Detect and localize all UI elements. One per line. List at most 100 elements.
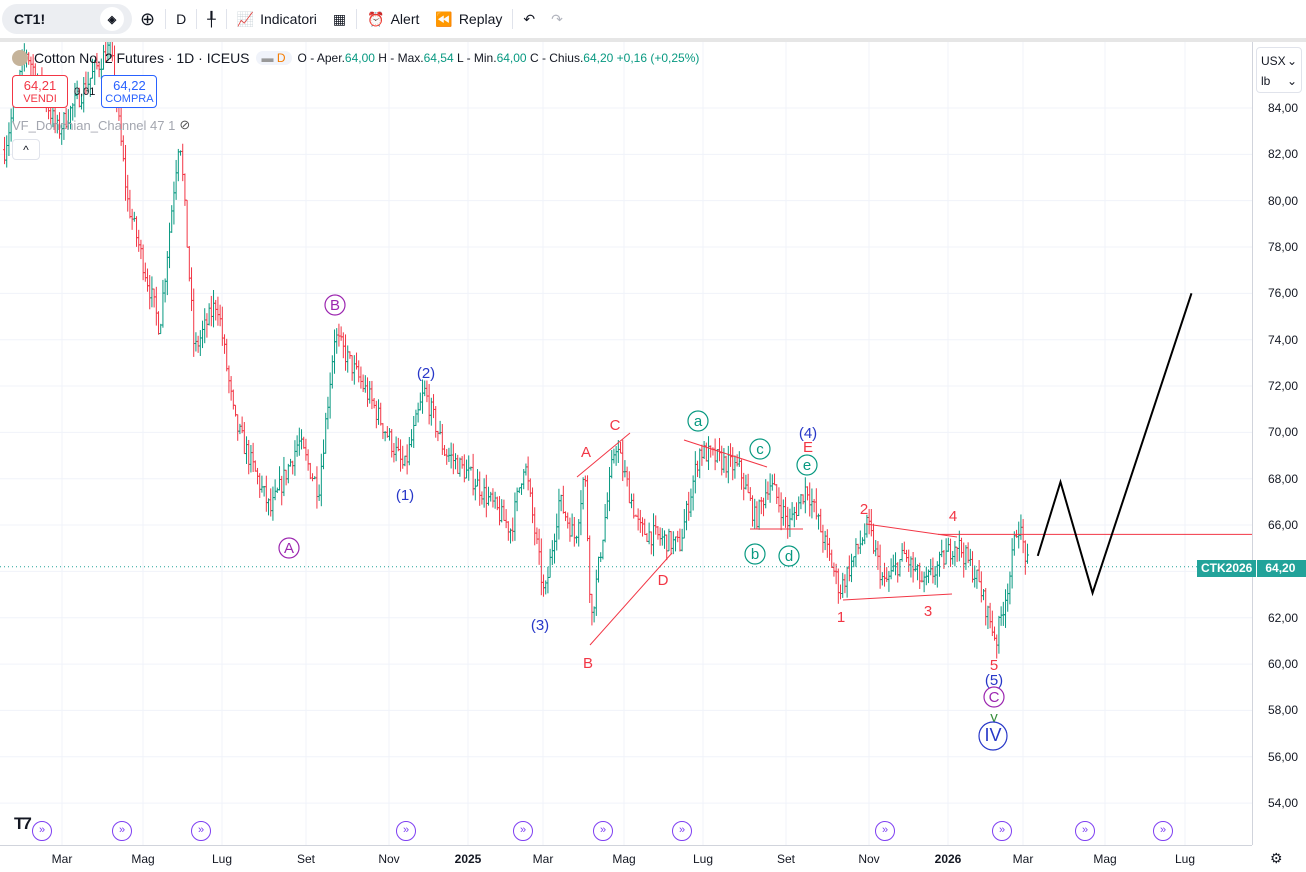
ohlc-bar xyxy=(517,487,521,494)
ohlc-bar xyxy=(271,486,275,521)
price-tick-label: 56,00 xyxy=(1267,749,1298,764)
eye-off-icon[interactable]: ⊘ xyxy=(179,117,191,132)
chevron-down-icon: ⌄ xyxy=(1286,54,1297,68)
event-marker-icon[interactable]: » xyxy=(112,821,132,841)
ohlc-bar xyxy=(889,558,893,580)
wave-label[interactable]: y xyxy=(990,709,998,726)
redo-button[interactable]: ↷ xyxy=(543,4,571,34)
wave-label[interactable]: 4 xyxy=(949,508,957,525)
tradingview-logo[interactable]: T7 xyxy=(14,814,32,833)
ohlc-bar xyxy=(603,503,607,543)
wave-label[interactable]: (1) xyxy=(396,487,414,504)
wave-label[interactable]: (4) xyxy=(799,425,817,442)
ohlc-bar xyxy=(665,534,669,561)
ohlc-bar xyxy=(1026,543,1030,564)
wave-label[interactable]: e xyxy=(796,454,818,476)
trendline-drawing[interactable] xyxy=(576,432,631,478)
time-axis[interactable]: Mar Mag Lug Set Nov 2025 Mar Mag Lug Set Nov 2026 Ma… xyxy=(0,845,1283,872)
templates-button[interactable]: ▦ xyxy=(325,4,354,34)
event-marker-icon[interactable]: » xyxy=(396,821,416,841)
event-marker-icon[interactable]: » xyxy=(672,821,692,841)
projection-path[interactable] xyxy=(1036,293,1193,597)
wave-label[interactable]: d xyxy=(778,545,800,567)
ohlc-bar xyxy=(777,487,781,513)
event-marker-icon[interactable]: » xyxy=(875,821,895,841)
ohlc-bar xyxy=(511,517,515,542)
undo-button[interactable]: ↶ xyxy=(515,4,543,34)
wave-label[interactable]: A xyxy=(278,537,300,559)
compare-button[interactable]: ⊕ xyxy=(132,4,163,34)
ohlc-bar xyxy=(535,527,539,545)
ohlc-bar xyxy=(546,566,550,594)
currency-select[interactable]: USX ⌄ xyxy=(1261,51,1297,71)
wave-label[interactable]: C xyxy=(610,417,621,434)
ohlc-bar xyxy=(553,533,557,564)
ohlc-bar xyxy=(781,499,785,526)
trendline-drawing[interactable] xyxy=(865,523,958,538)
trendline-drawing[interactable] xyxy=(589,552,673,646)
wave-label[interactable]: 5 xyxy=(990,657,998,674)
buy-button[interactable]: 64,22 COMPRA xyxy=(101,75,158,108)
svg-text:D: D xyxy=(658,572,669,589)
event-marker-icon[interactable]: » xyxy=(1075,821,1095,841)
ohlc-bar xyxy=(289,458,293,467)
wave-label[interactable]: b xyxy=(744,543,766,565)
chart-type-button[interactable]: ╀ xyxy=(199,4,223,34)
ohlc-bar xyxy=(718,437,722,462)
wave-label[interactable]: B xyxy=(324,294,346,316)
wave-label[interactable]: a xyxy=(687,410,709,432)
event-marker-icon[interactable]: » xyxy=(1153,821,1173,841)
wave-label[interactable]: 3 xyxy=(924,603,932,620)
ohlc-bar xyxy=(445,448,449,465)
wave-label[interactable]: (3) xyxy=(531,617,549,634)
price-axis[interactable]: USX ⌄ lb ⌄ 84,00 82,00 80,00 78,00 76,00 74,00 7… xyxy=(1252,42,1306,845)
legend-title[interactable]: Cotton No. 2 Futures · 1D · ICEUS xyxy=(34,50,250,66)
wave-label[interactable]: C xyxy=(983,686,1005,708)
event-marker-icon[interactable]: » xyxy=(191,821,211,841)
event-marker-icon[interactable]: » xyxy=(593,821,613,841)
ohlc-bar xyxy=(322,439,326,470)
unit-select[interactable]: lb ⌄ xyxy=(1261,71,1297,91)
sell-button[interactable]: 64,21 VENDI xyxy=(12,75,68,108)
indicators-label: Indicatori xyxy=(260,11,317,27)
settings-gear-icon[interactable]: ⚙ xyxy=(1270,850,1283,866)
ohlc-bar xyxy=(949,538,953,567)
ohlc-bar xyxy=(614,446,618,466)
wave-label[interactable]: (5) xyxy=(985,672,1003,689)
ohlc-bar xyxy=(726,445,730,484)
ohlc-bar xyxy=(172,181,176,225)
diamond-icon[interactable]: ◈ xyxy=(100,7,124,31)
indicator-legend[interactable]: VF_Donchian_Channel 47 1 ⊘ xyxy=(12,117,190,133)
trendline-drawing[interactable] xyxy=(683,439,768,468)
wave-label[interactable]: B xyxy=(583,655,593,672)
wave-label[interactable]: 1 xyxy=(837,609,845,626)
market-status-badge[interactable]: ▬ D xyxy=(255,51,292,65)
indicators-button[interactable]: 📈 Indicatori xyxy=(229,4,325,34)
wave-label[interactable]: E xyxy=(803,439,813,456)
wave-label[interactable]: D xyxy=(658,572,669,589)
event-marker-icon[interactable]: » xyxy=(513,821,533,841)
alert-button[interactable]: ⏰ Alert xyxy=(359,4,427,34)
ohlc-bar xyxy=(148,275,152,310)
event-marker-icon[interactable]: » xyxy=(992,821,1012,841)
interval-button[interactable]: D xyxy=(168,4,194,34)
replay-button[interactable]: ⏪ Replay xyxy=(427,4,510,34)
ohlc-bar xyxy=(214,299,218,321)
event-marker-icon[interactable]: » xyxy=(32,821,52,841)
rewind-icon: ⏪ xyxy=(435,10,453,27)
price-tick-label: 60,00 xyxy=(1267,657,1298,672)
time-tick-label: Nov xyxy=(378,852,400,866)
wave-label[interactable]: (2) xyxy=(417,365,435,382)
wave-label[interactable]: IV xyxy=(978,721,1008,751)
symbol-search[interactable]: CT1! ◈ xyxy=(2,4,132,34)
ohlc-bar xyxy=(1021,519,1025,554)
wave-label[interactable]: 2 xyxy=(860,501,868,518)
wave-label[interactable]: A xyxy=(581,444,591,461)
svg-text:B: B xyxy=(330,297,340,314)
wave-label[interactable]: c xyxy=(749,438,771,460)
ohlc-bar xyxy=(625,466,629,487)
trendline-drawing[interactable] xyxy=(842,593,953,601)
collapse-legend-button[interactable]: ^ xyxy=(12,139,40,160)
ohlc-bar xyxy=(5,135,9,168)
